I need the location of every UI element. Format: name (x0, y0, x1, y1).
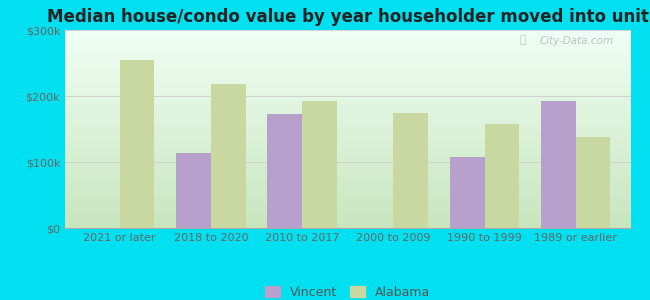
Bar (302, 100, 337, 228)
Bar (393, 112, 428, 228)
Legend: Vincent, Alabama: Vincent, Alabama (259, 279, 436, 300)
Bar (450, 158, 484, 228)
Bar (576, 137, 610, 228)
Bar (484, 124, 519, 228)
Bar (268, 114, 302, 228)
Bar (541, 100, 576, 228)
Bar (211, 84, 246, 228)
Bar (176, 153, 211, 228)
Title: Median house/condo value by year householder moved into unit: Median house/condo value by year househo… (47, 8, 649, 26)
Text: City-Data.com: City-Data.com (540, 36, 614, 46)
Bar (120, 60, 155, 228)
Text: ⓘ: ⓘ (519, 35, 526, 45)
